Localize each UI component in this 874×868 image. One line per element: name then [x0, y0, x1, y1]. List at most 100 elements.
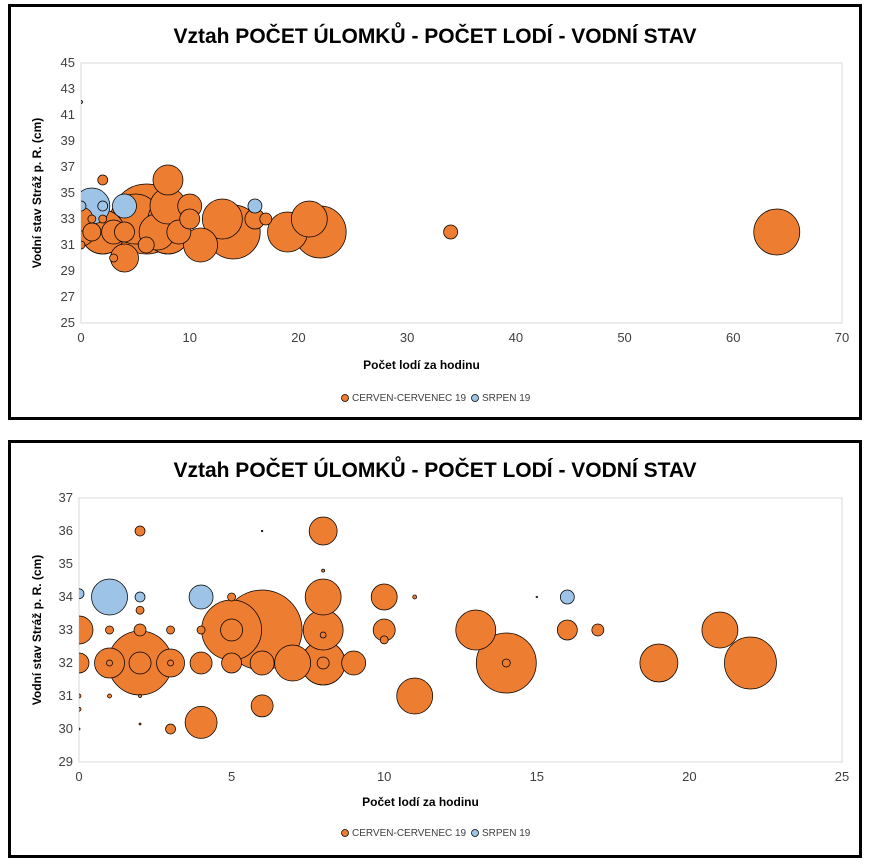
legend: CERVEN-CERVENEC 19 SRPEN 19 [341, 828, 531, 839]
y-tick-label: 29 [59, 754, 73, 769]
bubbles [81, 100, 801, 273]
bubble-cerven-cervenec [260, 529, 264, 533]
bubble-cerven-cervenec [167, 659, 174, 667]
bubble-cerven-cervenec [259, 212, 273, 226]
bubble-cerven-cervenec [79, 615, 94, 645]
bubble-cerven-cervenec [249, 650, 275, 676]
bubble-cerven-cervenec [107, 693, 112, 699]
bubble-cerven-cervenec [396, 677, 434, 715]
bubble-cerven-cervenec [97, 174, 109, 186]
bubble-cerven-cervenec [135, 605, 145, 615]
bubble-cerven-cervenec [302, 609, 344, 651]
bubble-cerven-cervenec [319, 631, 327, 639]
y-tick-label: 33 [59, 622, 73, 637]
bubble-cerven-cervenec [220, 618, 243, 642]
y-tick-label: 25 [61, 315, 75, 330]
bubble-cerven-cervenec [290, 200, 328, 238]
bubble-cerven-cervenec [196, 625, 206, 635]
bubble-cerven-cervenec [109, 253, 118, 263]
x-tick-label: 0 [75, 769, 82, 784]
bubble-cerven-cervenec [179, 208, 201, 230]
y-tick-label: 43 [61, 81, 75, 96]
bubble-srpen [91, 578, 128, 616]
bubble-cerven-cervenec [201, 198, 243, 240]
x-tick-label: 0 [77, 330, 84, 345]
bubble-cerven-cervenec [412, 594, 418, 600]
bubble-srpen [559, 589, 575, 605]
y-tick-label: 37 [59, 490, 73, 505]
x-tick-label: 10 [182, 330, 196, 345]
legend-marker [341, 394, 349, 402]
x-tick-label: 5 [228, 769, 235, 784]
bubble-srpen [134, 591, 146, 603]
legend-marker [471, 829, 479, 837]
y-tick-label: 33 [61, 211, 75, 226]
bubble-cerven-cervenec [81, 100, 83, 104]
bubble-srpen [535, 595, 538, 599]
bubble-cerven-cervenec [370, 583, 398, 611]
chart-title: Vztah POČET ÚLOMKŮ - POČET LODÍ - VODNÍ … [173, 22, 696, 48]
x-axis-label: Počet lodí za hodinu [362, 795, 479, 809]
bubble-cerven-cervenec [79, 693, 82, 699]
bubble-cerven-cervenec [274, 644, 312, 682]
bubble-cerven-cervenec [105, 625, 114, 635]
x-tick-label: 10 [377, 769, 391, 784]
bubble-cerven-cervenec [639, 643, 679, 683]
bubble-cerven-cervenec [79, 652, 90, 674]
bubble-cerven-cervenec [341, 650, 367, 676]
bubble-cerven-cervenec [79, 727, 81, 731]
legend-label: CERVEN-CERVENEC 19 [352, 828, 467, 839]
bubbles [79, 516, 777, 739]
bubble-cerven-cervenec [81, 240, 86, 250]
y-tick-label: 41 [61, 107, 75, 122]
bubble-srpen [79, 588, 85, 600]
bubble-cerven-cervenec [183, 227, 218, 263]
chart-panel-2: Vztah POČET ÚLOMKŮ - POČET LODÍ - VODNÍ … [8, 440, 862, 858]
y-tick-label: 31 [61, 237, 75, 252]
legend-label: CERVEN-CERVENEC 19 [352, 393, 467, 404]
bubble-cerven-cervenec [189, 651, 213, 675]
bubble-cerven-cervenec [114, 221, 135, 243]
y-tick-label: 39 [61, 133, 75, 148]
y-tick-label: 36 [59, 523, 73, 538]
bubble-cerven-cervenec [501, 658, 511, 668]
legend-label: SRPEN 19 [482, 828, 531, 839]
y-tick-label: 37 [61, 159, 75, 174]
bubble-cerven-cervenec [321, 568, 326, 573]
legend: CERVEN-CERVENEC 19 SRPEN 19 [341, 393, 531, 404]
bubble-cerven-cervenec [165, 723, 176, 735]
x-tick-label: 70 [835, 330, 849, 345]
y-tick-label: 35 [59, 556, 73, 571]
legend-marker [341, 829, 349, 837]
x-tick-label: 50 [617, 330, 631, 345]
chart-panel-1: Vztah POČET ÚLOMKŮ - POČET LODÍ - VODNÍ … [8, 4, 862, 420]
bubble-cerven-cervenec [455, 609, 497, 651]
y-axis-label: Vodní stav Stráž p. R. (cm) [30, 555, 44, 705]
bubble-srpen [247, 198, 263, 214]
y-tick-label: 31 [59, 688, 73, 703]
bubble-cerven-cervenec [379, 635, 389, 645]
y-tick-label: 35 [61, 185, 75, 200]
bubble-cerven-cervenec [753, 208, 801, 256]
bubble-chart-2: Vztah POČET ÚLOMKŮ - POČET LODÍ - VODNÍ … [30, 456, 849, 839]
bubble-cerven-cervenec [221, 652, 242, 674]
y-tick-label: 32 [59, 655, 73, 670]
legend-marker [471, 394, 479, 402]
bubble-cerven-cervenec [184, 706, 218, 739]
y-tick-label: 29 [61, 263, 75, 278]
bubble-cerven-cervenec [556, 619, 578, 641]
y-tick-label: 30 [59, 721, 73, 736]
bubble-cerven-cervenec [166, 625, 175, 635]
bubble-srpen [81, 200, 87, 212]
bubble-srpen [97, 200, 109, 212]
bubble-cerven-cervenec [443, 224, 459, 240]
bubble-srpen [188, 584, 214, 610]
legend-label: SRPEN 19 [482, 393, 531, 404]
bubble-cerven-cervenec [138, 694, 142, 698]
bubble-cerven-cervenec [134, 525, 146, 537]
bubble-cerven-cervenec [701, 611, 739, 649]
bubble-cerven-cervenec [316, 656, 330, 670]
bubble-cerven-cervenec [98, 214, 108, 224]
bubble-cerven-cervenec [87, 214, 97, 224]
y-tick-label: 27 [61, 289, 75, 304]
